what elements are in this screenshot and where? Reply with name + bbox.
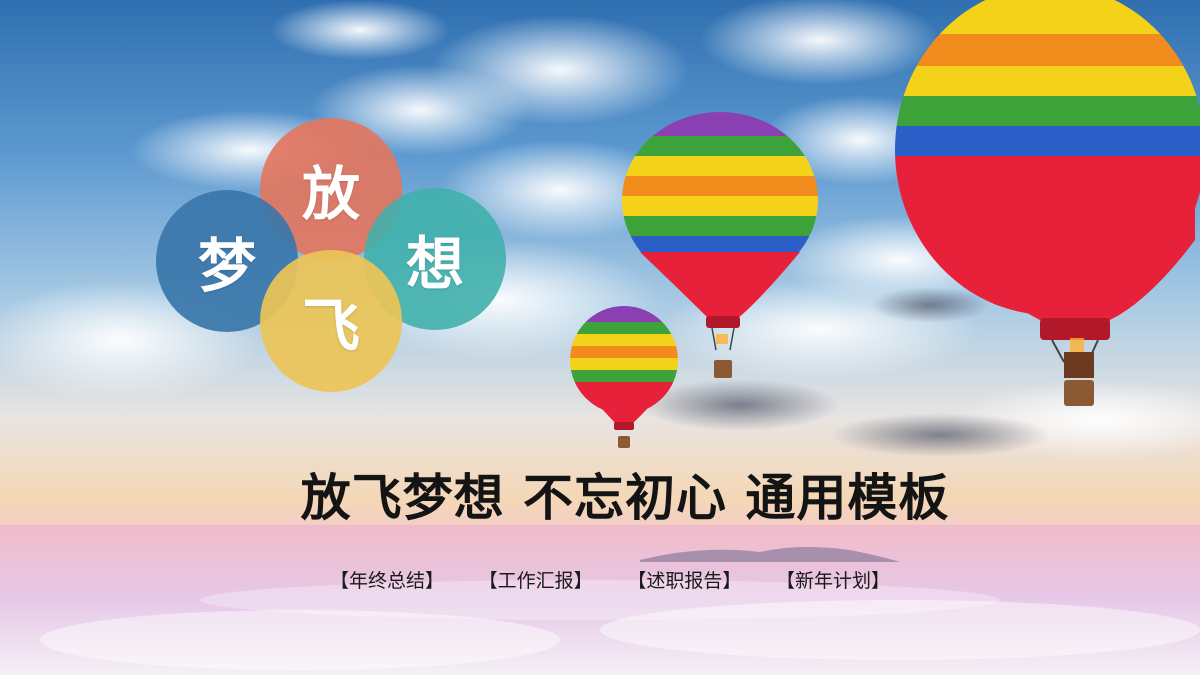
tag-annual-summary: 【年终总结】 [330,570,445,592]
tag-duty-report: 【述职报告】 [627,570,742,592]
tag-row: 【年终总结】 【工作汇报】 【述职报告】 【新年计划】 [330,566,890,593]
badge-circle-fei: 飞 [260,250,402,392]
tag-new-year-plan: 【新年计划】 [775,570,890,592]
small-balloon [570,306,678,448]
slide-title: 放飞梦想 不忘初心 通用模板 [300,469,950,527]
tag-work-report: 【工作汇报】 [478,570,593,592]
